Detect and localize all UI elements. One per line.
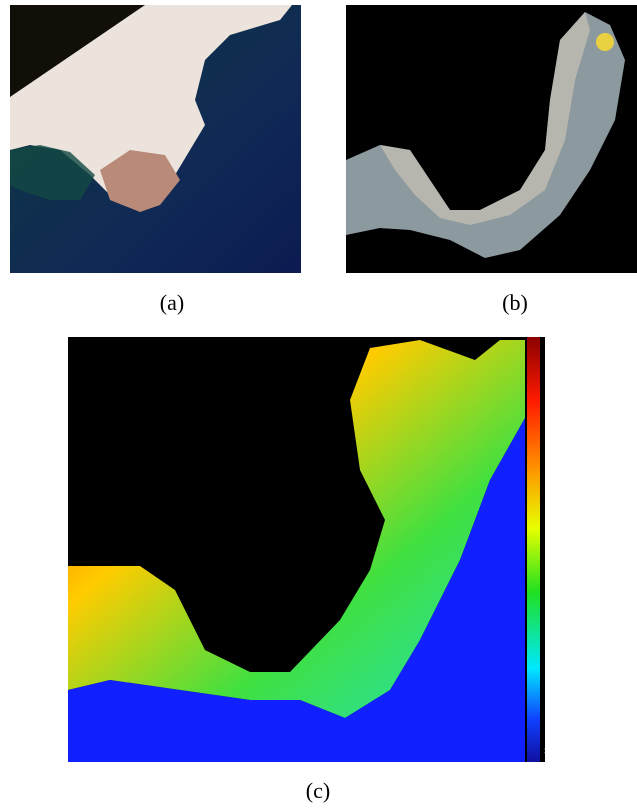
panel-a-image	[10, 5, 301, 273]
panel-caption: (a)	[159, 290, 185, 315]
panel-c-image: 0 m 5 m 10 m 15 m 20 m > 25 m	[68, 337, 571, 762]
colorbar-label: 15 m	[549, 614, 568, 624]
panel-b-image	[346, 5, 637, 273]
colorbar-label: > 25 m	[544, 746, 571, 756]
colorbar-label: 10 m	[549, 517, 568, 527]
colorbar-label: 20 m	[549, 699, 568, 709]
panel-caption: (c)	[305, 778, 331, 803]
panel-caption: (b)	[502, 290, 528, 315]
colorbar-label: 5 m	[549, 420, 564, 430]
colorbar	[527, 337, 540, 762]
colorbar-label: 0 m	[549, 338, 564, 348]
